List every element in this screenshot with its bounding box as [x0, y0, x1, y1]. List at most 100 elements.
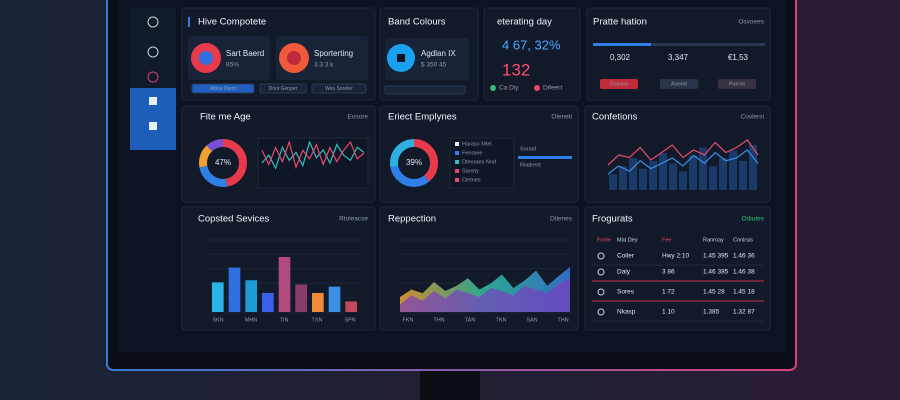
bar	[609, 174, 617, 190]
side-label: Riadrent	[520, 162, 541, 168]
row-icon	[597, 308, 605, 316]
legend-dot	[534, 85, 540, 91]
donut-segment	[199, 139, 247, 187]
x-label: TIN	[280, 317, 289, 323]
bar	[659, 152, 667, 190]
button-label: Doot Genper	[269, 86, 298, 92]
line-series	[607, 149, 759, 175]
cell: 1.46 38	[733, 269, 755, 276]
legend-label: Difeert	[543, 85, 562, 92]
column-header: Ranroay	[703, 237, 724, 243]
x-label: SAN	[526, 317, 537, 323]
column-header: Mat Dey	[617, 237, 638, 243]
bar	[689, 155, 697, 190]
legend-label: Ca Diy	[499, 85, 519, 92]
line-series	[261, 139, 365, 170]
panel-title: Frogurats	[592, 214, 633, 225]
cell: Daly	[617, 269, 631, 276]
bar	[312, 292, 324, 312]
panel-title: Copsted Sevices	[198, 214, 270, 225]
stat: €1,53	[728, 53, 749, 62]
x-label: TKN	[496, 317, 507, 323]
bar	[649, 160, 657, 190]
line-series	[261, 140, 365, 170]
cell: Hwy 2:10	[662, 253, 689, 260]
bar	[262, 292, 274, 312]
monitor-stand	[420, 368, 480, 400]
tag[interactable]	[600, 79, 638, 89]
x-label: SKN	[212, 317, 223, 323]
tag[interactable]	[718, 79, 756, 89]
card-icon-inner	[397, 54, 405, 62]
card-label: Sart Baerd	[226, 49, 264, 58]
cell: 1.32 87	[733, 309, 755, 316]
donut-segment	[199, 139, 247, 187]
card-sub: 85%	[226, 62, 239, 69]
bar	[619, 166, 627, 190]
button[interactable]	[384, 85, 466, 95]
bar	[345, 301, 357, 312]
panel-title: Pratte hation	[593, 17, 647, 28]
line-series	[607, 139, 759, 166]
x-label: THN	[433, 317, 444, 323]
tag-label: Aaemt	[671, 81, 687, 87]
tag-label: Porroe	[729, 81, 746, 87]
progress-fill	[593, 43, 651, 46]
bar	[679, 171, 687, 190]
column-header: Fee	[662, 237, 671, 243]
legend-dot	[490, 85, 496, 91]
donut-label: 39%	[406, 158, 422, 167]
cell: Coller	[617, 253, 635, 260]
x-label: FKN	[403, 317, 414, 323]
cell: 1.45 28	[703, 289, 725, 296]
bar	[278, 257, 291, 312]
menu: Rtoleacse	[339, 216, 368, 223]
row-icon	[597, 288, 605, 296]
card-sub: $ 350 45	[421, 62, 447, 69]
button[interactable]	[259, 83, 307, 94]
legend-swatch	[455, 151, 459, 155]
panel	[483, 7, 581, 101]
row-icon	[597, 252, 605, 260]
x-label: MHN	[245, 317, 258, 323]
cell: 1.46 385	[703, 269, 729, 276]
panel	[586, 7, 771, 101]
bar	[729, 150, 737, 190]
bar	[719, 158, 727, 190]
stat: 0,302	[610, 53, 631, 62]
button[interactable]	[311, 83, 367, 94]
bar	[629, 158, 637, 190]
progress-track	[593, 43, 765, 46]
bar	[245, 280, 257, 312]
side-bar	[518, 156, 572, 159]
legend-label: Haraso Mtel	[462, 141, 492, 147]
bar	[212, 282, 224, 312]
button-label: Wes Soreter	[325, 86, 353, 92]
panel-title: Confetions	[592, 112, 638, 123]
x-label: TSN	[312, 317, 323, 323]
legend-label: Sansty	[462, 168, 479, 174]
area-series	[400, 278, 570, 312]
count: 132	[502, 60, 530, 79]
x-label: SPN	[344, 317, 355, 323]
menu: Osvoees	[738, 19, 764, 26]
panel-title: Eriect Emplynes	[388, 112, 457, 123]
card-icon-inner	[199, 51, 213, 65]
donut-segment	[390, 139, 438, 187]
menu: Eosore	[347, 114, 368, 121]
button[interactable]	[191, 83, 255, 94]
value: 4 67, 32%	[502, 37, 561, 52]
bar	[739, 160, 747, 190]
legend-swatch	[455, 142, 459, 146]
tag[interactable]	[660, 79, 698, 89]
bar	[228, 267, 241, 312]
bar	[639, 168, 647, 190]
legend-swatch	[455, 169, 459, 173]
tag-label: Dosane	[610, 81, 629, 87]
cell: 1.45 18	[733, 289, 755, 296]
row-icon	[597, 268, 605, 276]
cell: 3 86	[662, 269, 675, 276]
legend-box	[449, 137, 515, 189]
menu: Odiutes	[742, 216, 765, 223]
panel-title: Band Colours	[388, 17, 446, 28]
